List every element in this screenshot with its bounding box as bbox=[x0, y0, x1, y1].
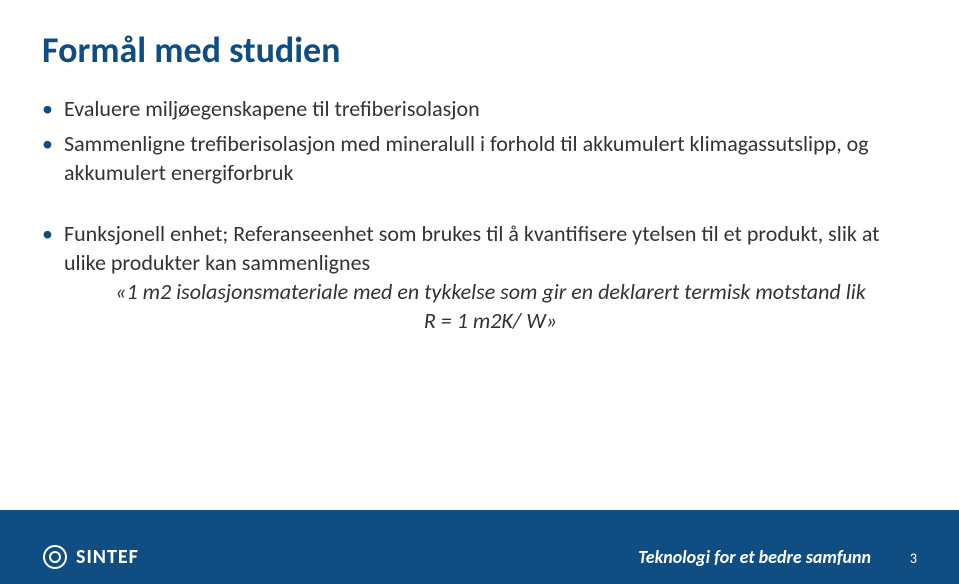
content-area: Formål med studien Evaluere miljøegenska… bbox=[42, 28, 917, 341]
bullet-item: Funksjonell enhet; Referanseenhet som br… bbox=[42, 219, 917, 335]
bullet-item: Sammenligne trefiberisolasjon med minera… bbox=[42, 129, 917, 187]
quote-line: «1 m2 isolasjonsmateriale med en tykkels… bbox=[64, 277, 917, 306]
footer-right: Teknologi for et bedre samfunn 3 bbox=[638, 546, 917, 568]
footer-inner: SINTEF Teknologi for et bedre samfunn 3 bbox=[42, 544, 917, 570]
bullet-item: Evaluere miljøegenskapene til trefiberis… bbox=[42, 94, 917, 123]
sintef-logo: SINTEF bbox=[42, 544, 139, 570]
footer-tagline: Teknologi for et bedre samfunn bbox=[638, 546, 871, 568]
quote-line: R = 1 m2K/ W» bbox=[64, 306, 917, 335]
slide-title: Formål med studien bbox=[42, 28, 917, 72]
footer-bar: SINTEF Teknologi for et bedre samfunn 3 bbox=[0, 510, 959, 584]
logo-text: SINTEF bbox=[76, 545, 139, 569]
slide: Formål med studien Evaluere miljøegenska… bbox=[0, 0, 959, 584]
bullet-text: Funksjonell enhet; Referanseenhet som br… bbox=[64, 220, 880, 276]
bullet-list: Evaluere miljøegenskapene til trefiberis… bbox=[42, 94, 917, 187]
spacer bbox=[42, 193, 917, 219]
page-number: 3 bbox=[899, 550, 917, 567]
logo-icon bbox=[42, 544, 68, 570]
bullet-list: Funksjonell enhet; Referanseenhet som br… bbox=[42, 219, 917, 335]
